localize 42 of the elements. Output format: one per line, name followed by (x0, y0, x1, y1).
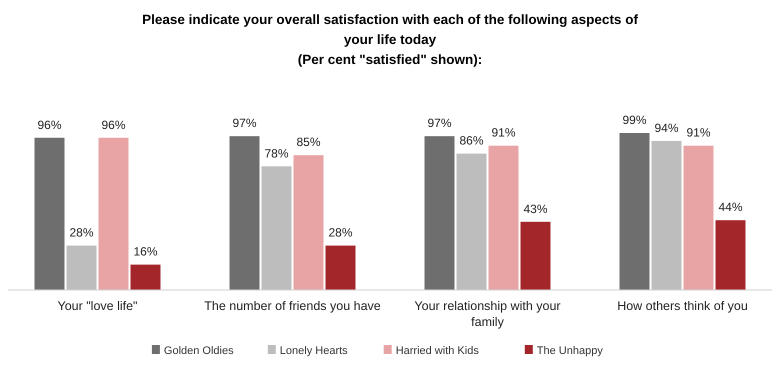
bar (326, 246, 356, 290)
x-tick-label: The number of friends you have (204, 299, 381, 313)
bar (294, 155, 324, 290)
x-tick-label: Your relationship with your family (414, 299, 561, 329)
bar (130, 264, 160, 290)
bar (620, 133, 650, 290)
bar (716, 220, 746, 290)
x-tick-label: How others think of you (617, 299, 748, 313)
bar (262, 166, 292, 290)
bar (520, 222, 550, 290)
data-label: 91% (686, 126, 711, 140)
data-label: 85% (296, 135, 321, 150)
bar (684, 146, 714, 290)
legend-label: Harried with Kids (396, 345, 480, 357)
data-label: 28% (328, 226, 353, 240)
bar (424, 136, 454, 290)
bar (66, 246, 96, 290)
data-label: 28% (69, 226, 94, 240)
data-label: 16% (133, 244, 158, 259)
legend-label: The Unhappy (536, 345, 604, 357)
data-label: 86% (459, 134, 484, 148)
bar (488, 146, 518, 290)
chart-title: Please indicate your overall satisfaction with each of the following aspects of your life today (142, 12, 638, 47)
data-label: 91% (491, 126, 516, 140)
bar (98, 138, 128, 290)
bar (456, 154, 486, 290)
data-label: 78% (264, 146, 289, 160)
data-label: 97% (427, 116, 452, 130)
legend-label: Golden Oldies (164, 345, 234, 357)
bar (34, 138, 64, 290)
data-label: 97% (232, 116, 257, 130)
legend-label: Lonely Hearts (280, 345, 348, 357)
data-label: 96% (101, 118, 126, 132)
data-label: 94% (654, 120, 679, 135)
bar (230, 136, 260, 290)
bar (652, 140, 682, 290)
data-label: 44% (718, 200, 743, 214)
chart-subtitle: (Per cent "satisfied" shown): (298, 52, 482, 67)
data-label: 99% (622, 113, 647, 127)
data-label: 43% (523, 202, 548, 216)
data-label: 96% (37, 118, 62, 132)
x-tick-label: Your "love life" (58, 299, 138, 313)
